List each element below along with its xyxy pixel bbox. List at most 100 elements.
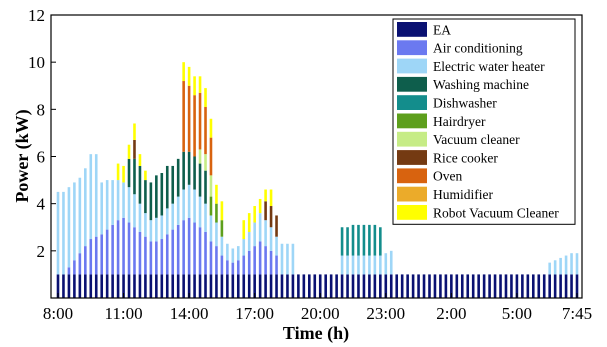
- bar-segment-ea: [531, 274, 535, 298]
- bar-segment-air-conditioning: [264, 246, 267, 275]
- bar-segment-hairdryer: [209, 196, 213, 216]
- bar-segment-electric-water-heater: [351, 255, 355, 275]
- bar-segment-ea: [379, 274, 382, 298]
- legend-label: Robot Vacuum Cleaner: [433, 205, 559, 220]
- bar-segment-air-conditioning: [247, 250, 251, 275]
- bar-segment-ea: [351, 274, 355, 298]
- bar-segment-air-conditioning: [89, 239, 93, 275]
- bar-segment-ea: [346, 274, 349, 298]
- bar-segment-electric-water-heater: [389, 250, 393, 275]
- bar-segment-ea: [215, 274, 218, 298]
- bar-segment-air-conditioning: [116, 220, 120, 275]
- bar-segment-electric-water-heater: [193, 189, 196, 223]
- bar-segment-air-conditioning: [215, 246, 218, 275]
- bar-segment-air-conditioning: [160, 239, 164, 275]
- x-tick-label: 23:00: [366, 304, 405, 323]
- bar-segment-oven: [182, 81, 185, 152]
- bar-segment-ea: [422, 274, 426, 298]
- bar-segment-electric-water-heater: [264, 220, 267, 247]
- bar-segment-washing-machine: [182, 151, 185, 190]
- bar-segment-ea: [100, 274, 104, 298]
- bar-segment-air-conditioning: [171, 229, 175, 275]
- bar-segment-air-conditioning: [122, 217, 125, 275]
- bar-segment-ea: [209, 274, 213, 298]
- bar-segment-air-conditioning: [133, 227, 136, 275]
- bar-segment-ea: [406, 274, 409, 298]
- bar-segment-ea: [384, 274, 388, 298]
- bar-segment-air-conditioning: [138, 231, 142, 275]
- bar-segment-ea: [236, 274, 240, 298]
- bar-segment-ea: [499, 274, 502, 298]
- bar-segment-ea: [247, 274, 251, 298]
- bar-segment-ea: [444, 274, 448, 298]
- bar-segment-electric-water-heater: [133, 194, 136, 228]
- bar-segment-ea: [466, 274, 470, 298]
- bar-segment-washing-machine: [144, 180, 147, 214]
- legend-label: Oven: [433, 169, 462, 184]
- bar-segment-electric-water-heater: [122, 182, 125, 218]
- bar-segment-ea: [73, 274, 76, 298]
- bar-segment-electric-water-heater: [231, 248, 235, 263]
- bar-segment-dishwasher: [379, 227, 382, 256]
- y-axis: 2 4 6 8 10 12: [28, 6, 56, 261]
- legend: EA Air conditioning Electric water heater W…: [392, 18, 576, 225]
- bar-segment-hairdryer: [220, 220, 224, 237]
- bar-segment-air-conditioning: [258, 241, 262, 275]
- bar-segment-air-conditioning: [204, 231, 207, 275]
- bar-segment-ea: [318, 274, 322, 298]
- bar-segment-robot-vacuum-cleaner: [269, 189, 273, 207]
- bar-segment-air-conditioning: [155, 241, 158, 275]
- bar-segment-electric-water-heater: [105, 180, 109, 230]
- bar-segment-ea: [575, 274, 579, 298]
- bar-segment-ea: [258, 274, 262, 298]
- bar-segment-dishwasher: [368, 224, 371, 256]
- bar-segment-robot-vacuum-cleaner: [187, 66, 191, 86]
- bar-segment-ea: [182, 274, 185, 298]
- legend-swatch: [397, 168, 427, 184]
- bar-segment-ea: [242, 274, 246, 298]
- legend-swatch: [397, 113, 427, 129]
- bar-segment-ea: [559, 274, 562, 298]
- bar-segment-ea: [477, 274, 480, 298]
- bar-segment-oven: [193, 95, 196, 157]
- bar-segment-air-conditioning: [165, 234, 169, 275]
- bar-segment-robot-vacuum-cleaner: [116, 163, 120, 181]
- bar-segment-dishwasher: [357, 224, 360, 256]
- bar-segment-robot-vacuum-cleaner: [138, 154, 142, 166]
- y-tick-label: 4: [37, 195, 46, 214]
- bar-segment-air-conditioning: [226, 260, 229, 275]
- bar-segment-robot-vacuum-cleaner: [198, 76, 202, 93]
- bar-segment-ea: [187, 274, 191, 298]
- bar-segment-robot-vacuum-cleaner: [144, 170, 147, 181]
- legend-label: Rice cooker: [433, 150, 498, 165]
- bar-segment-ea: [226, 274, 229, 298]
- bar-segment-electric-water-heater: [340, 255, 344, 275]
- bar-segment-washing-machine: [176, 158, 180, 197]
- bar-segment-washing-machine: [160, 173, 164, 216]
- bar-segment-ea: [504, 274, 508, 298]
- bar-segment-air-conditioning: [242, 255, 246, 275]
- bar-segment-electric-water-heater: [198, 196, 202, 228]
- y-tick-label: 10: [28, 53, 45, 72]
- bar-segment-ea: [515, 274, 519, 298]
- bar-segment-ea: [149, 274, 153, 298]
- bar-segment-ea: [193, 274, 196, 298]
- bar-segment-electric-water-heater: [269, 227, 273, 251]
- bar-segment-electric-water-heater: [247, 231, 251, 251]
- bar-segment-electric-water-heater: [100, 182, 104, 235]
- bar-segment-ea: [373, 274, 377, 298]
- bar-segment-ea: [521, 274, 524, 298]
- bar-segment-washing-machine: [133, 158, 136, 195]
- bar-segment-ea: [433, 274, 437, 298]
- bar-segment-washing-machine: [204, 170, 207, 204]
- bar-segment-electric-water-heater: [275, 236, 278, 256]
- bar-segment-air-conditioning: [73, 260, 76, 275]
- bar-segment-electric-water-heater: [89, 154, 93, 240]
- bar-segment-ea: [116, 274, 120, 298]
- legend-label: Electric water heater: [433, 59, 545, 74]
- bar-segment-ea: [275, 274, 278, 298]
- bar-segment-dishwasher: [351, 224, 355, 256]
- bar-segment-air-conditioning: [144, 236, 147, 275]
- bar-segment-electric-water-heater: [160, 215, 164, 240]
- bar-segment-electric-water-heater: [182, 189, 185, 221]
